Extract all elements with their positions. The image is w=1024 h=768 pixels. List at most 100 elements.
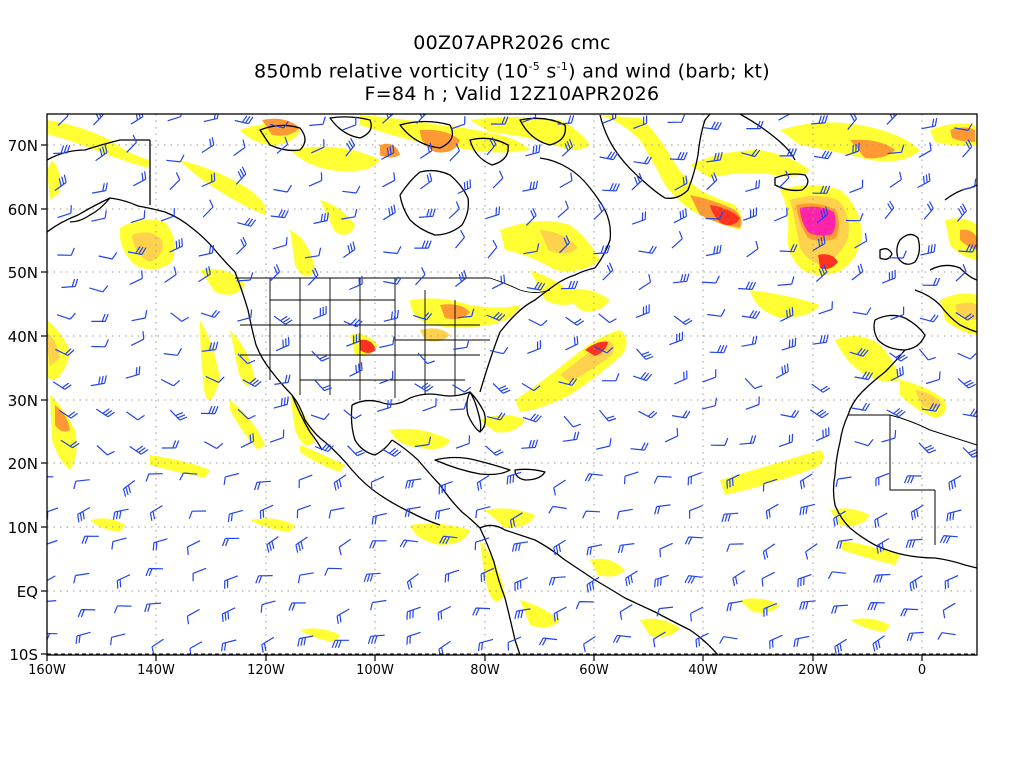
title-line-valid: F=84 h ; Valid 12Z10APR2026	[364, 83, 660, 106]
wind-barb	[593, 201, 605, 220]
wind-barb	[689, 504, 703, 519]
wind-barb	[812, 334, 829, 345]
wind-barb	[270, 209, 289, 219]
wind-barb	[201, 137, 215, 154]
wind-barb	[659, 542, 673, 558]
wind-barb	[601, 373, 620, 382]
wind-barb	[452, 384, 472, 393]
wind-barb	[813, 150, 833, 160]
wind-barb	[602, 183, 620, 192]
wind-barb	[521, 439, 539, 449]
lat-label-40n: 40N	[8, 328, 38, 346]
wind-barb	[623, 471, 639, 485]
wind-barb	[310, 139, 325, 154]
wind-barb	[145, 473, 163, 482]
wind-barb	[527, 340, 542, 354]
wind-barb	[313, 212, 329, 225]
wind-barb	[948, 475, 962, 491]
wind-barb	[867, 602, 885, 611]
wind-barb	[559, 235, 570, 254]
wind-barb	[909, 575, 923, 591]
wind-barb	[563, 415, 582, 428]
wind-barb	[91, 182, 108, 194]
wind-barb	[415, 267, 426, 286]
wind-barb	[586, 544, 603, 556]
wind-barb	[906, 631, 924, 642]
wind-barb	[849, 179, 864, 194]
wind-barb	[664, 427, 679, 443]
wind-barb	[274, 374, 291, 385]
wind-barb	[198, 245, 215, 257]
wind-barb	[489, 346, 509, 355]
wind-barb	[726, 600, 743, 612]
wind-barb	[957, 352, 977, 360]
wind-barb	[343, 409, 362, 420]
wind-barb	[673, 315, 693, 326]
wind-barb	[369, 540, 387, 549]
wind-barb	[638, 245, 657, 254]
wind-barb	[298, 474, 313, 489]
wind-barb	[261, 636, 275, 653]
wind-barb	[437, 605, 452, 621]
wind-barb	[673, 370, 688, 385]
lon-label-20w: 20W	[798, 663, 828, 678]
wind-barb	[890, 366, 904, 382]
wind-barb	[221, 537, 240, 547]
wind-barb	[703, 121, 722, 131]
wind-barb	[111, 537, 127, 550]
wind-barb	[126, 134, 137, 153]
wind-barb	[815, 264, 828, 283]
wind-barb	[331, 639, 350, 649]
wind-barb	[255, 575, 273, 584]
wind-barb	[719, 636, 738, 644]
wind-barb	[54, 174, 67, 192]
wind-barb	[944, 575, 959, 590]
wind-barb	[886, 114, 898, 125]
wind-barb	[439, 535, 458, 545]
wind-barb	[962, 139, 973, 158]
title-line-field: 850mb relative vorticity (10-5 s-1) and …	[0, 55, 1024, 83]
lat-label-20n: 20N	[8, 455, 38, 473]
wind-barb	[511, 541, 529, 552]
wind-barb	[125, 366, 141, 379]
wind-barb	[152, 538, 168, 551]
wind-barb	[422, 398, 437, 412]
wind-barb	[379, 370, 394, 385]
wind-barb	[739, 435, 757, 445]
wind-barb	[834, 638, 848, 655]
wind-barb	[575, 601, 594, 610]
lat-label-60n: 60N	[8, 201, 38, 219]
wind-barb	[163, 347, 182, 356]
wind-barb	[254, 480, 271, 491]
wind-barb	[449, 143, 461, 162]
wind-barb	[805, 543, 818, 560]
wind-barb	[521, 382, 541, 392]
wind-barb	[110, 633, 126, 646]
wind-barb	[955, 263, 967, 282]
wind-barb	[204, 441, 224, 450]
wind-barb	[881, 429, 897, 443]
title-field-b: s	[540, 60, 557, 83]
wind-barb	[942, 602, 956, 619]
wind-barb	[478, 638, 494, 652]
wind-barb	[383, 246, 402, 255]
wind-barb	[349, 362, 363, 377]
wind-barb	[130, 331, 145, 346]
wind-barb	[851, 402, 871, 411]
wind-barb	[779, 244, 798, 253]
wind-barb	[741, 148, 761, 158]
wind-barb	[673, 208, 687, 224]
wind-barb	[242, 377, 262, 388]
wind-barb	[565, 335, 579, 351]
wind-barb	[851, 263, 864, 281]
wind-barb	[95, 144, 108, 162]
wind-barb	[221, 607, 236, 622]
wind-barb	[522, 114, 537, 123]
wind-barb	[235, 166, 247, 185]
wind-barb	[669, 331, 684, 346]
wind-barb	[130, 114, 144, 125]
wind-barb	[726, 543, 744, 552]
wind-barb	[77, 506, 91, 523]
wind-barb	[237, 353, 256, 365]
wind-barb	[922, 277, 941, 286]
